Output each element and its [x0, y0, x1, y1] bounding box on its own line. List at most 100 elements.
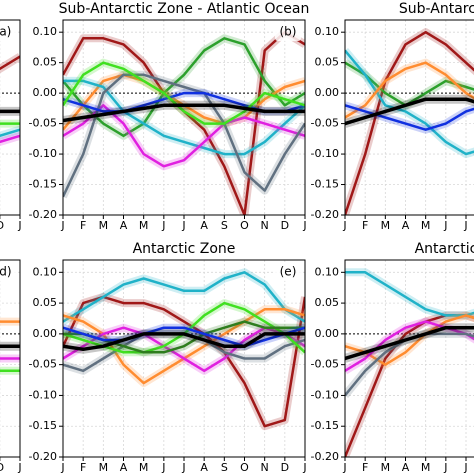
y-tick-label: 0.10 [315, 265, 340, 278]
y-tick-label: 0.00 [33, 86, 58, 99]
x-tick-label: F [80, 219, 86, 232]
y-tick-label: -0.10 [311, 147, 339, 160]
y-tick-label: 0.00 [33, 327, 58, 340]
line [345, 314, 474, 366]
x-tick-label: J [302, 461, 306, 474]
x-tick-label: J [161, 219, 165, 232]
lines [63, 268, 305, 431]
panel-title: Antarctic Zone [415, 241, 474, 257]
lines [63, 28, 305, 215]
x-tick-label: M [139, 219, 149, 232]
x-tick-label: J [463, 461, 467, 474]
y-tick-label: -0.10 [29, 388, 57, 401]
panel-label: (a) [0, 25, 11, 39]
x-tick-label: A [120, 461, 128, 474]
plot-frame [344, 259, 474, 458]
x-tick-label: N [261, 219, 269, 232]
y-tick-label: -0.15 [311, 178, 339, 191]
panel-label: (d) [0, 265, 11, 279]
lines [0, 317, 20, 375]
line [345, 49, 474, 156]
panel: 0.100.050.00-0.05-0.10-0.15-0.20JFMAMJJA… [0, 259, 22, 474]
x-tick-label: J [181, 461, 185, 474]
line [345, 271, 474, 317]
panel: Ocean0.100.050.00-0.05-0.10-0.15-0.20JFM… [0, 19, 22, 232]
line [63, 103, 305, 123]
panel: Antarctic Zone 0.10 0.05 0.00 -0.05 -0.10 -0.1… [311, 241, 474, 474]
x-tick-label: O [240, 219, 249, 232]
x-tick-label: J [181, 219, 185, 232]
line [63, 104, 305, 168]
x-tick-label: O [240, 461, 249, 474]
line-shade [0, 317, 20, 326]
y-tick-label: 0.05 [315, 56, 340, 69]
line [63, 332, 305, 352]
x-tick-label: J [161, 461, 165, 474]
x-tick-label: A [200, 461, 208, 474]
y-tick-label: -0.05 [311, 358, 339, 371]
line [63, 37, 305, 138]
x-tick-label: J [463, 219, 467, 232]
x-tick-label: M [139, 461, 149, 474]
panel-label-box [0, 23, 16, 41]
x-tick-label: D [0, 461, 4, 474]
y-tick-label: -0.15 [29, 178, 57, 191]
x-tick-label: A [402, 461, 410, 474]
x-tick-label: M [99, 219, 109, 232]
x-tick-label: J [17, 461, 21, 474]
x-tick-label: J [17, 219, 21, 232]
x-tick-label: A [200, 219, 208, 232]
x-tick-label: J [60, 461, 64, 474]
line [345, 332, 474, 397]
x-tick-label: D [0, 219, 4, 232]
x-tick-label: M [421, 219, 431, 232]
line [0, 122, 20, 125]
y-tick-label: -0.10 [29, 147, 57, 160]
x-tick-label: S [221, 461, 228, 474]
x-tick-label: F [362, 461, 368, 474]
y-tick-label: -0.15 [311, 419, 339, 432]
y-tick-label: 0.05 [315, 296, 340, 309]
line [63, 73, 305, 198]
line [0, 369, 20, 373]
line [345, 61, 474, 119]
y-tick-label: 0.10 [33, 265, 58, 278]
x-tick-label: M [99, 461, 109, 474]
y-tick-label: -0.20 [311, 208, 339, 221]
y-tick-label: -0.05 [29, 117, 57, 130]
x-tick-label: M [381, 219, 391, 232]
line [63, 79, 305, 156]
line-shade [0, 366, 20, 375]
panel-label: (e) [280, 265, 297, 279]
x-tick-label: M [381, 461, 391, 474]
x-tick-label: J [342, 219, 346, 232]
line [345, 97, 474, 126]
x-tick-label: F [80, 461, 86, 474]
plot-frame [62, 19, 306, 216]
x-tick-label: N [261, 461, 269, 474]
line [63, 271, 305, 323]
panel-title: Antarctic Zone [133, 241, 236, 257]
x-tick-label: D [281, 219, 289, 232]
panel-label: (b) [280, 25, 297, 39]
panel-label-box [275, 263, 301, 281]
line-shade [0, 341, 20, 351]
line-shade [345, 268, 474, 320]
y-tick-label: 0.10 [315, 25, 340, 38]
x-tick-label: J [443, 461, 447, 474]
x-tick-label: J [60, 219, 64, 232]
x-tick-label: M [421, 461, 431, 474]
plot-frame [62, 259, 306, 458]
line-shade [0, 119, 20, 128]
y-tick-label: -0.15 [29, 419, 57, 432]
y-tick-label: -0.20 [311, 450, 339, 463]
panel: Antarctic Zone 0.10 0.05 0.00 -0.05 -0.10 -0.1… [29, 241, 307, 474]
x-tick-label: A [402, 219, 410, 232]
lines [0, 53, 20, 146]
plot-frame [344, 19, 474, 216]
line [63, 61, 305, 125]
x-tick-label: A [120, 219, 128, 232]
y-tick-label: -0.10 [311, 388, 339, 401]
panel: Sub-Antarctic Zone 0.10 0.05 0.00 -0.05 -0.10… [311, 1, 474, 232]
line [345, 104, 474, 131]
